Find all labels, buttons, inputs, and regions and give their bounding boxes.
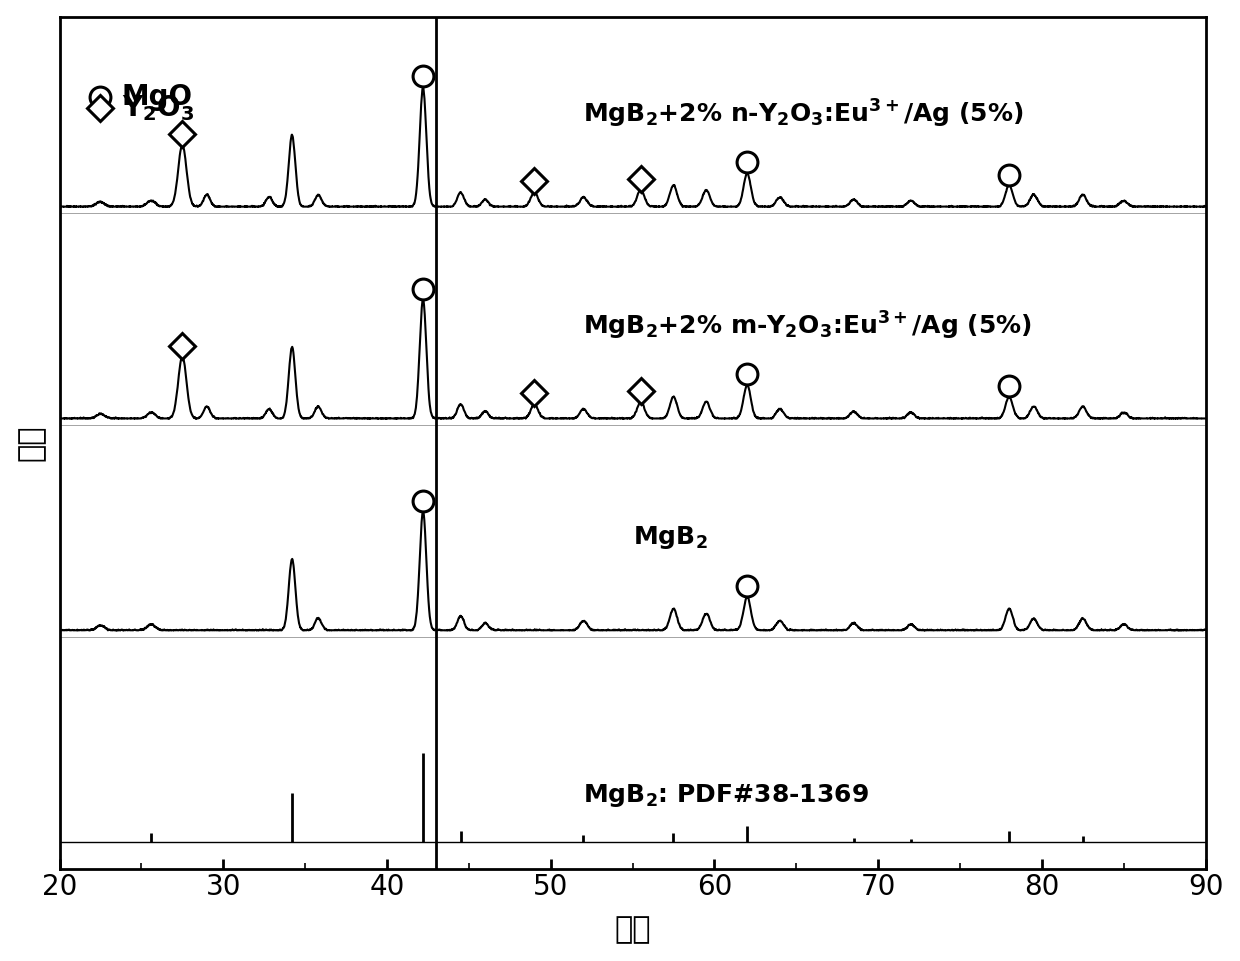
Text: $\mathbf{Y_2O_3}$: $\mathbf{Y_2O_3}$ [122,93,195,123]
Text: MgB$_\mathbf{2}$+2% n-Y$_\mathbf{2}$O$_\mathbf{3}$:Eu$^{\mathbf{3+}}$/Ag (5%): MgB$_\mathbf{2}$+2% n-Y$_\mathbf{2}$O$_\… [584,98,1024,130]
Text: MgB$_\mathbf{2}$+2% m-Y$_\mathbf{2}$O$_\mathbf{3}$:Eu$^{\mathbf{3+}}$/Ag (5%): MgB$_\mathbf{2}$+2% m-Y$_\mathbf{2}$O$_\… [584,309,1032,342]
Y-axis label: 强度: 强度 [16,425,46,461]
Text: MgB$_\mathbf{2}$: MgB$_\mathbf{2}$ [632,524,707,551]
X-axis label: 角度: 角度 [614,915,651,945]
Text: MgO: MgO [122,83,192,111]
Text: MgB$_\mathbf{2}$: PDF#38-1369: MgB$_\mathbf{2}$: PDF#38-1369 [584,782,869,809]
